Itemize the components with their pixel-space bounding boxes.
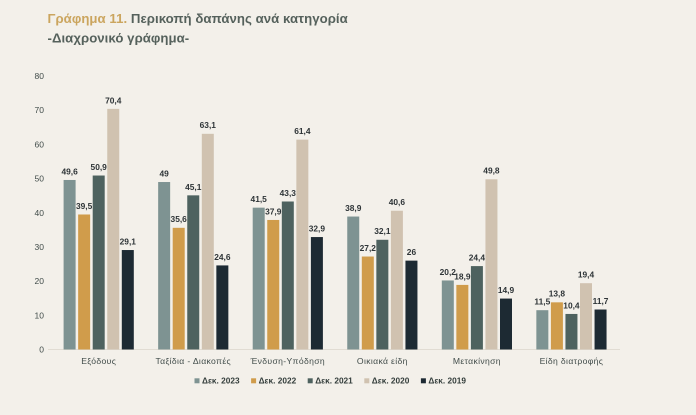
svg-text:26: 26 xyxy=(407,247,417,257)
svg-text:40: 40 xyxy=(35,208,45,218)
svg-text:40,6: 40,6 xyxy=(389,197,406,207)
svg-text:13,8: 13,8 xyxy=(549,289,566,299)
svg-text:70: 70 xyxy=(35,105,45,115)
svg-text:Δεκ. 2023: Δεκ. 2023 xyxy=(202,376,240,386)
svg-text:-Διαχρονικό γράφημα-: -Διαχρονικό γράφημα- xyxy=(48,31,190,46)
svg-text:Δεκ. 2020: Δεκ. 2020 xyxy=(372,376,410,386)
svg-text:50: 50 xyxy=(35,174,45,184)
svg-text:24,6: 24,6 xyxy=(214,252,231,262)
svg-text:0: 0 xyxy=(39,345,44,355)
svg-text:27,2: 27,2 xyxy=(360,243,377,253)
svg-text:Οικιακά είδη: Οικιακά είδη xyxy=(357,356,408,366)
svg-text:14,9: 14,9 xyxy=(498,285,515,295)
svg-text:30: 30 xyxy=(35,242,45,252)
svg-text:32,9: 32,9 xyxy=(309,223,326,233)
svg-text:Δεκ. 2021: Δεκ. 2021 xyxy=(315,376,353,386)
svg-text:63,1: 63,1 xyxy=(200,120,217,130)
svg-text:41,5: 41,5 xyxy=(251,194,268,204)
svg-text:60: 60 xyxy=(35,139,45,149)
svg-text:Μετακίνηση: Μετακίνηση xyxy=(453,356,501,366)
svg-text:Δεκ. 2022: Δεκ. 2022 xyxy=(259,376,297,386)
svg-text:10: 10 xyxy=(35,310,45,320)
svg-text:20,2: 20,2 xyxy=(440,267,457,277)
svg-text:32,1: 32,1 xyxy=(374,226,391,236)
svg-text:35,6: 35,6 xyxy=(171,214,188,224)
svg-text:37,9: 37,9 xyxy=(265,206,282,216)
svg-text:38,9: 38,9 xyxy=(345,203,362,213)
svg-text:70,4: 70,4 xyxy=(105,95,122,105)
svg-text:20: 20 xyxy=(35,276,45,286)
svg-text:Εξόδους: Εξόδους xyxy=(81,356,116,366)
svg-text:43,3: 43,3 xyxy=(280,188,297,198)
svg-text:50,9: 50,9 xyxy=(91,162,108,172)
svg-text:49: 49 xyxy=(159,168,169,178)
svg-text:Ένδυση-Υπόδηση: Ένδυση-Υπόδηση xyxy=(250,356,325,366)
svg-text:24,4: 24,4 xyxy=(469,253,486,263)
svg-text:11,5: 11,5 xyxy=(534,297,550,307)
svg-text:Δεκ. 2019: Δεκ. 2019 xyxy=(428,376,466,386)
svg-text:Ταξίδια - Διακοπές: Ταξίδια - Διακοπές xyxy=(155,356,231,366)
svg-text:10,4: 10,4 xyxy=(563,300,580,310)
svg-text:19,4: 19,4 xyxy=(578,270,595,280)
svg-text:29,1: 29,1 xyxy=(120,236,137,246)
svg-text:Γράφημα 11. Περικοπή δαπάνης α: Γράφημα 11. Περικοπή δαπάνης ανά κατηγορ… xyxy=(48,11,348,26)
svg-text:45,1: 45,1 xyxy=(185,182,202,192)
svg-text:49,8: 49,8 xyxy=(483,166,500,176)
svg-text:Είδη διατροφής: Είδη διατροφής xyxy=(540,356,604,366)
svg-text:18,9: 18,9 xyxy=(454,271,471,281)
svg-text:49,6: 49,6 xyxy=(61,166,78,176)
svg-text:80: 80 xyxy=(35,71,45,81)
svg-text:61,4: 61,4 xyxy=(294,126,311,136)
svg-text:39,5: 39,5 xyxy=(76,201,93,211)
svg-text:11,7: 11,7 xyxy=(593,296,609,306)
